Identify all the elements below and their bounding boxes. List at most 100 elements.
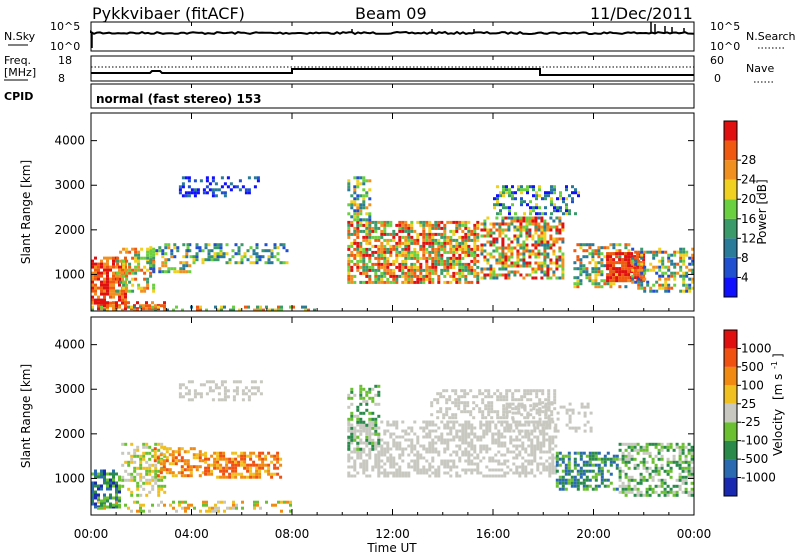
heatmap-cell xyxy=(603,484,607,488)
heatmap-cell xyxy=(621,457,625,461)
heatmap-cell xyxy=(658,274,662,278)
heatmap-cell xyxy=(526,185,529,189)
heatmap-cell xyxy=(655,253,659,257)
heatmap-cell xyxy=(422,435,426,439)
heatmap-cell xyxy=(171,453,175,457)
heatmap-cell xyxy=(688,256,692,260)
heatmap-cell xyxy=(389,432,393,436)
heatmap-cell xyxy=(145,304,148,308)
heatmap-cell xyxy=(157,448,161,452)
heatmap-cell xyxy=(621,252,625,256)
heatmap-cell xyxy=(267,258,271,262)
heatmap-cell xyxy=(416,256,420,260)
heatmap-cell xyxy=(371,226,375,230)
heatmap-cell xyxy=(148,481,152,485)
heatmap-cell xyxy=(437,474,441,478)
heatmap-cell xyxy=(526,392,530,396)
heatmap-cell xyxy=(521,447,525,451)
heatmap-cell xyxy=(600,472,604,476)
heatmap-cell xyxy=(401,447,405,451)
y-tick-label: 1000 xyxy=(54,267,85,281)
heatmap-cell xyxy=(208,188,212,192)
heatmap-cell xyxy=(493,203,496,207)
heatmap-cell xyxy=(494,432,498,436)
heatmap-cell xyxy=(103,475,106,479)
heatmap-cell xyxy=(543,255,547,259)
heatmap-cell xyxy=(639,460,643,464)
heatmap-cell xyxy=(661,271,665,275)
heatmap-cell xyxy=(528,216,532,220)
heatmap-cell xyxy=(550,191,553,195)
heatmap-cell xyxy=(585,484,589,488)
heatmap-cell xyxy=(374,432,378,436)
heatmap-cell xyxy=(597,261,601,265)
heatmap-cell xyxy=(365,432,369,436)
heatmap-cell xyxy=(425,268,429,272)
heatmap-cell xyxy=(365,423,369,427)
heatmap-cell xyxy=(380,444,384,448)
heatmap-cell xyxy=(122,274,126,278)
heatmap-cell xyxy=(353,459,357,463)
heatmap-cell xyxy=(356,185,360,189)
heatmap-cell xyxy=(152,250,156,254)
heatmap-cell xyxy=(232,305,235,309)
heatmap-cell xyxy=(103,283,106,287)
heatmap-cell xyxy=(419,262,423,266)
heatmap-cell xyxy=(621,273,625,277)
heatmap-cell xyxy=(261,457,265,461)
heatmap-cell xyxy=(149,261,153,265)
y-tick-label: 3000 xyxy=(54,178,85,192)
heatmap-cell xyxy=(232,398,236,402)
heatmap-cell xyxy=(359,256,363,260)
heatmap-cell xyxy=(576,243,580,247)
heatmap-cell xyxy=(392,262,396,266)
heatmap-cell xyxy=(507,216,511,220)
heatmap-cell xyxy=(186,246,190,250)
heatmap-cell xyxy=(199,395,203,399)
heatmap-cell xyxy=(496,389,500,393)
heatmap-cell xyxy=(171,474,175,478)
heatmap-cell xyxy=(458,268,462,272)
heatmap-cell xyxy=(276,457,280,461)
heatmap-cell xyxy=(425,432,429,436)
heatmap-cell xyxy=(470,468,474,472)
heatmap-cell xyxy=(529,408,533,412)
heatmap-cell xyxy=(201,258,205,262)
heatmap-cell xyxy=(534,225,538,229)
heatmap-cell xyxy=(151,307,154,311)
heatmap-cell xyxy=(530,450,534,454)
heatmap-cell xyxy=(213,258,217,262)
heatmap-cell xyxy=(94,484,97,488)
heatmap-cell xyxy=(371,438,375,442)
heatmap-cell xyxy=(152,267,156,271)
heatmap-cell xyxy=(633,487,637,491)
heatmap-cell xyxy=(100,307,103,311)
heatmap-cell xyxy=(97,286,100,290)
heatmap-cell xyxy=(455,229,459,233)
heatmap-cell xyxy=(247,395,251,399)
heatmap-cell xyxy=(109,292,112,296)
heatmap-cell xyxy=(389,268,393,272)
heatmap-cell xyxy=(159,471,163,475)
heatmap-cell xyxy=(685,274,689,278)
heatmap-cell xyxy=(226,389,230,393)
heatmap-cell xyxy=(214,194,218,198)
heatmap-cell xyxy=(648,472,652,476)
heatmap-cell xyxy=(525,243,529,247)
heatmap-cell xyxy=(513,228,517,232)
heatmap-cell xyxy=(362,387,366,391)
heatmap-cell xyxy=(522,243,526,247)
heatmap-cell xyxy=(516,255,520,259)
heatmap-cell xyxy=(485,465,489,469)
heatmap-cell xyxy=(222,252,226,256)
heatmap-cell xyxy=(582,451,586,455)
heatmap-cell xyxy=(347,185,351,189)
heatmap-cell xyxy=(487,392,491,396)
heatmap-cell xyxy=(520,203,523,207)
heatmap-cell xyxy=(508,423,512,427)
heatmap-cell xyxy=(368,247,372,251)
heatmap-cell xyxy=(530,459,534,463)
heatmap-cell xyxy=(679,253,683,257)
heatmap-cell xyxy=(142,445,146,449)
heatmap-cell xyxy=(350,259,354,263)
